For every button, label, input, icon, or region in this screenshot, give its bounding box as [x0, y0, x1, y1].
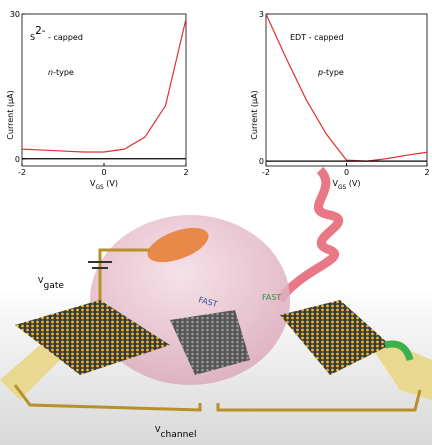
chart-subtitle: p-type: [317, 68, 344, 77]
chart-title: EDT - capped: [290, 33, 344, 42]
illustration: FAST FAST Vgate Vchannel: [0, 170, 432, 445]
y-tick-label: 3: [259, 10, 264, 19]
y-axis-label: Current (μA): [6, 90, 15, 139]
text-part: -type: [53, 68, 74, 77]
figure: FAST FAST Vgate Vchannel -202030Current …: [0, 0, 432, 445]
y-tick-label: 0: [15, 155, 20, 164]
text-part: (V): [346, 179, 360, 188]
text-part: channel: [160, 430, 196, 440]
x-tick-label: 2: [183, 168, 188, 177]
x-tick-label: 0: [101, 168, 106, 177]
y-axis-label: Current (μA): [250, 90, 259, 139]
text-part: gate: [43, 281, 64, 291]
text-part: -type: [323, 68, 344, 77]
x-axis-label: VGS (V): [333, 179, 361, 191]
chart-subtitle: n-type: [48, 68, 74, 77]
text-part: (V): [104, 179, 118, 188]
x-tick-label: 0: [344, 168, 349, 177]
text-part: EDT - capped: [290, 33, 344, 42]
text-part: 2-: [35, 25, 46, 37]
fast-label: FAST: [262, 293, 281, 302]
x-axis-label: VGS (V): [90, 179, 118, 191]
y-tick-label: 30: [10, 10, 20, 19]
x-tick-label: 2: [424, 168, 429, 177]
y-tick-label: 0: [259, 157, 264, 166]
chart: -2 0 2 0 3 Current (μA) VGS (V) EDT - capped p-t…: [250, 10, 430, 191]
x-tick-label: -2: [18, 168, 26, 177]
x-tick-label: -2: [262, 168, 270, 177]
text-part: GS: [338, 185, 347, 191]
text-part: GS: [95, 185, 104, 191]
text-part: - capped: [46, 33, 83, 42]
light-wave: [280, 170, 339, 300]
